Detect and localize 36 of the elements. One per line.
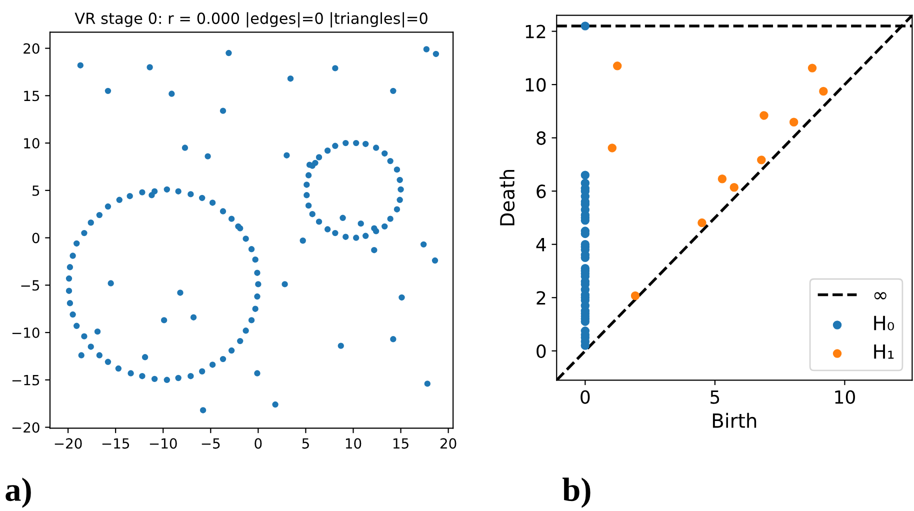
x-tick-label: −20	[54, 438, 82, 449]
x-tick-label: 5	[710, 390, 720, 404]
y-tick-label: 0	[536, 344, 546, 358]
x-tick-label: 10	[346, 438, 362, 449]
y-tick-label: 0	[32, 232, 40, 244]
chart-title: VR stage 0: r = 0.000 |edges|=0 |triangles|=0	[74, 12, 428, 28]
y-tick-label: −5	[21, 280, 40, 291]
y-tick-label: 4	[536, 238, 546, 252]
text: a)	[6, 478, 31, 508]
y-tick-label: 15	[24, 90, 40, 102]
legend-label: H₀	[874, 316, 894, 330]
x-tick-label: −10	[150, 438, 177, 449]
y-tick-label: 6	[536, 184, 546, 198]
y-tick-label: 10	[526, 78, 546, 92]
y-axis-title: Death	[500, 170, 515, 226]
y-tick-label: −20	[12, 422, 40, 433]
y-tick-label: −10	[12, 327, 40, 338]
x-tick-label: 5	[302, 438, 309, 449]
x-tick-label: 10	[835, 390, 855, 404]
x-tick-label: −15	[102, 438, 130, 449]
x-tick-label: −5	[202, 438, 220, 449]
y-tick-label: 10	[24, 138, 40, 149]
y-tick-label: 12	[526, 24, 546, 38]
legend-label: H₁	[874, 344, 894, 359]
legend-label: ∞	[874, 292, 886, 300]
x-tick-label: 0	[580, 390, 590, 404]
x-tick-label: 15	[393, 438, 408, 449]
text: b)	[562, 478, 590, 508]
x-axis-title: Birth	[712, 412, 756, 428]
x-tick-label: 0	[254, 438, 262, 449]
y-tick-label: 5	[32, 186, 40, 196]
x-tick-label: 20	[440, 438, 456, 449]
y-tick-label: −15	[12, 375, 40, 386]
y-tick-label: 8	[536, 131, 546, 145]
y-tick-label: 2	[536, 291, 546, 304]
y-tick-label: 20	[24, 43, 40, 54]
